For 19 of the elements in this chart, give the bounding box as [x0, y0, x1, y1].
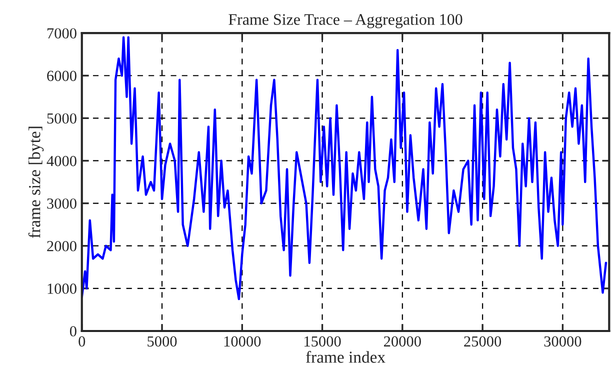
x-tick-label: 0 [78, 336, 86, 347]
y-tick-label: 5000 [47, 113, 76, 124]
x-tick-label: 25000 [464, 336, 502, 347]
x-axis-title: frame index [306, 350, 386, 363]
x-tick-label: 10000 [224, 336, 261, 347]
y-tick-label: 3000 [47, 198, 76, 209]
y-tick-label: 0 [70, 326, 76, 336]
x-tick-label: 15000 [304, 336, 341, 347]
chart-title: Frame Size Trace – Aggregation 100 [228, 14, 462, 28]
y-tick-label: 2000 [47, 241, 76, 252]
x-tick-label: 5000 [148, 336, 177, 347]
y-tick-label: 6000 [47, 70, 76, 82]
x-tick-label: 20000 [384, 336, 421, 347]
x-tick-label: 30000 [544, 336, 582, 347]
line-series [82, 36, 608, 300]
y-tick-label: 1000 [48, 284, 76, 294]
y-tick-label: 7000 [47, 28, 76, 39]
y-axis-title: frame size [byte] [28, 126, 44, 238]
y-tick-label: 4000 [46, 156, 76, 166]
